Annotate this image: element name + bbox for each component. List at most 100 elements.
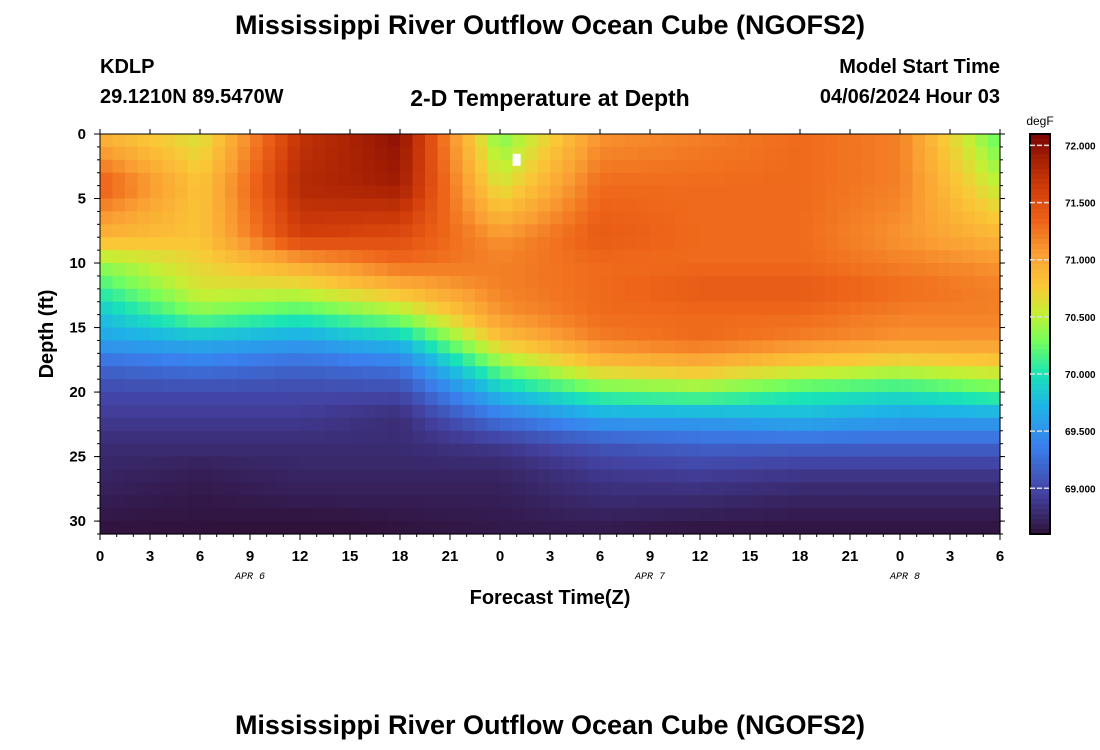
heatmap-cell xyxy=(350,327,364,342)
heatmap-cell xyxy=(300,340,314,354)
heatmap-cell xyxy=(600,288,614,303)
heatmap-cell xyxy=(800,301,814,316)
heatmap-cell xyxy=(237,521,251,535)
heatmap-cell xyxy=(312,134,326,148)
heatmap-cell xyxy=(175,237,189,251)
heatmap-cell xyxy=(662,469,676,483)
heatmap-cell xyxy=(487,237,501,251)
heatmap-cell xyxy=(750,443,764,458)
heatmap-cell xyxy=(100,134,114,148)
heatmap-cell xyxy=(600,314,614,329)
heatmap-cell xyxy=(925,340,939,354)
heatmap-cell xyxy=(287,172,301,187)
heatmap-cell xyxy=(500,314,514,329)
heatmap-cell xyxy=(725,443,739,458)
heatmap-cell xyxy=(675,198,689,213)
heatmap-cell xyxy=(387,392,401,406)
heatmap-cell xyxy=(675,263,689,277)
heatmap-cell xyxy=(787,443,801,458)
heatmap-cell xyxy=(475,469,489,483)
heatmap-cell xyxy=(925,366,939,380)
heatmap-cell xyxy=(612,237,626,251)
heatmap-cell xyxy=(550,146,564,161)
heatmap-cell xyxy=(575,288,589,303)
heatmap-cell xyxy=(612,224,626,238)
heatmap-cell xyxy=(262,198,276,213)
heatmap-cell xyxy=(175,482,189,496)
heatmap-cell xyxy=(950,456,964,471)
colorbar-band xyxy=(1030,519,1050,525)
heatmap-cell xyxy=(337,404,351,419)
heatmap-cell xyxy=(900,521,914,535)
heatmap-cell xyxy=(200,353,214,367)
heatmap-cell xyxy=(225,211,239,225)
heatmap-cell xyxy=(475,159,489,174)
heatmap-cell xyxy=(637,159,651,174)
heatmap-cell xyxy=(250,392,264,406)
heatmap-cell xyxy=(487,314,501,329)
heatmap-cell xyxy=(262,159,276,174)
heatmap-cell xyxy=(300,301,314,316)
heatmap-cell xyxy=(862,417,876,432)
heatmap-cell xyxy=(262,250,276,264)
heatmap-cell xyxy=(112,495,126,509)
heatmap-cell xyxy=(700,211,714,225)
heatmap-cell xyxy=(450,159,464,174)
heatmap-cell xyxy=(475,211,489,225)
heatmap-cell xyxy=(325,404,339,419)
heatmap-cell xyxy=(625,495,639,509)
heatmap-cell xyxy=(400,340,414,354)
heatmap-cell xyxy=(637,275,651,290)
heatmap-cell xyxy=(937,482,951,496)
heatmap-cell xyxy=(875,417,889,432)
heatmap-cell xyxy=(925,134,939,148)
heatmap-cell xyxy=(387,211,401,225)
heatmap-cell xyxy=(175,198,189,213)
heatmap-cell xyxy=(475,495,489,509)
heatmap-cell xyxy=(362,443,376,458)
heatmap-cell xyxy=(662,392,676,406)
heatmap-cell xyxy=(787,211,801,225)
heatmap-cell xyxy=(200,482,214,496)
heatmap-cell xyxy=(462,417,476,432)
heatmap-cell xyxy=(237,224,251,238)
heatmap-cell xyxy=(387,353,401,367)
heatmap-cell xyxy=(937,353,951,367)
heatmap-cell xyxy=(162,275,176,290)
heatmap-cell xyxy=(912,185,926,200)
heatmap-cell xyxy=(500,392,514,406)
heatmap-cell xyxy=(300,430,314,445)
heatmap-cell xyxy=(400,379,414,393)
heatmap-cell xyxy=(250,353,264,367)
heatmap-cell xyxy=(300,185,314,200)
heatmap-cell xyxy=(300,417,314,432)
heatmap-cell xyxy=(325,146,339,161)
heatmap-cell xyxy=(100,443,114,458)
heatmap-cell xyxy=(487,172,501,187)
heatmap-cell xyxy=(537,224,551,238)
heatmap-cell xyxy=(737,134,751,148)
heatmap-cell xyxy=(925,379,939,393)
heatmap-cell xyxy=(462,521,476,535)
heatmap-cell xyxy=(275,392,289,406)
heatmap-cell xyxy=(500,250,514,264)
heatmap-cell xyxy=(562,224,576,238)
heatmap-cell xyxy=(137,288,151,303)
heatmap-cell xyxy=(362,275,376,290)
heatmap-cell xyxy=(962,404,976,419)
heatmap-cell xyxy=(750,521,764,535)
heatmap-cell xyxy=(137,443,151,458)
heatmap-cell xyxy=(512,379,526,393)
heatmap-cell xyxy=(550,340,564,354)
heatmap-cell xyxy=(237,508,251,522)
heatmap-cell xyxy=(900,404,914,419)
heatmap-cell xyxy=(800,172,814,187)
heatmap-cell xyxy=(787,172,801,187)
heatmap-cell xyxy=(675,366,689,380)
heatmap-cell xyxy=(325,456,339,471)
heatmap-cell xyxy=(162,134,176,148)
heatmap-cell xyxy=(825,508,839,522)
heatmap-cell xyxy=(537,392,551,406)
heatmap-cell xyxy=(700,443,714,458)
heatmap-cell xyxy=(837,263,851,277)
